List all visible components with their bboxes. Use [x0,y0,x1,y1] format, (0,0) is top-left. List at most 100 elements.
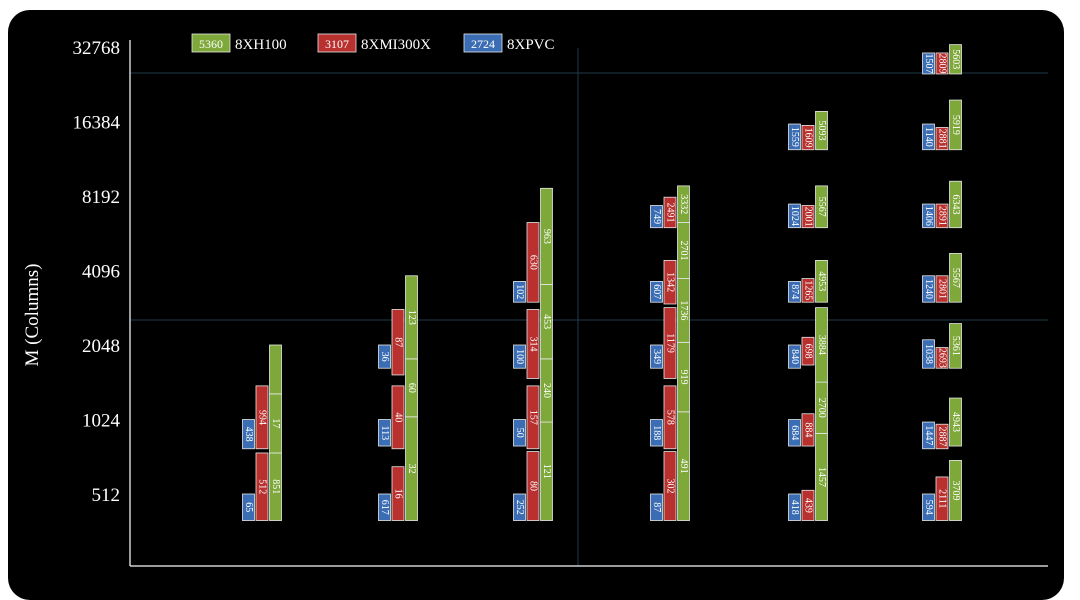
bar-value-label: 6343 [950,194,961,214]
bar-group: 594 1447 1038 1240 1406 1140 1507 2111 2887 2693 2… [922,44,962,521]
bar-group: 418 684 840 874 1024 1559 439 884 698 1265 2001 160… [788,110,828,521]
bar-value-label: 2701 [678,241,689,261]
bar-value-label: 749 [651,209,662,224]
bar-value-label: 594 [923,500,934,515]
bar-segment-h100 [677,185,690,223]
bar-segment-pvc [922,123,935,151]
bar-segment-mi300x [935,275,949,303]
bar-value-label: 578 [665,410,676,425]
y-tick-label: 32768 [73,38,121,59]
bar-value-label: 453 [541,314,552,329]
bar-segment-mi300x [391,385,405,450]
legend-label: 8XMI300X [361,37,431,53]
bar-segment-pvc [788,203,801,229]
bar-value-label: 32 [406,464,417,474]
bar-value-label: 617 [379,500,390,515]
bar-value-label: 102 [514,284,525,299]
bar-segment-pvc [922,493,935,521]
bar-segment-pvc [513,493,526,521]
bar-value-label: 2881 [937,129,948,149]
bar-segment-pvc [513,344,526,369]
bar-segment-h100 [949,397,962,447]
y-tick-label: 8192 [82,187,120,208]
bar-value-label: 188 [651,425,662,440]
bar-value-label: 50 [514,428,525,438]
bar-segment-h100 [949,323,962,369]
legend-label: 8XH100 [235,37,287,53]
bar-value-label: 314 [528,336,539,351]
bar-value-label: 994 [257,410,268,425]
y-tick-label: 4096 [82,262,120,283]
bar-value-label: 240 [541,383,552,398]
bar-value-label: 1406 [923,206,934,226]
bar-segment-h100 [949,99,962,151]
bar-segment-h100 [815,110,828,151]
bar-value-label: 60 [406,383,417,393]
bar-segment-mi300x [526,451,540,521]
bar-value-label: 1559 [789,127,800,147]
bar-value-label: 252 [514,500,525,515]
bar-segment-h100 [949,44,962,75]
chart-panel: 512 1024 2048 4096 8192 16384 32768 M (Columns… [8,10,1064,600]
bar-segment-mi300x [663,451,677,521]
bar-segment-mi300x [391,466,405,521]
bar-segment-pvc [650,419,663,447]
bar-value-label: 5567 [816,197,827,217]
bar-segment-pvc [650,493,663,521]
legend-label: 8XPVC [507,37,555,53]
bar-segment-h100 [949,459,962,521]
chart: 512 1024 2048 4096 8192 16384 32768 M (Columns… [22,33,1048,567]
bar-segment-h100 [815,185,828,229]
bar-segment-pvc [242,493,255,521]
bar-value-label: 5603 [950,49,961,69]
bar-value-label: 123 [406,310,417,325]
bar-segment-h100 [269,344,282,395]
bar-segment-pvc [788,344,801,369]
bar-segment-mi300x [935,347,949,369]
bar-segment-h100 [540,187,553,285]
axes [129,40,1048,567]
y-tick-labels: 512 1024 2048 4096 8192 16384 32768 [73,38,121,506]
bar-segment-h100 [815,259,828,303]
bar-segment-mi300x [801,489,815,521]
bar-segment-pvc [788,123,801,151]
bar-value-label: 16 [393,489,404,499]
bar-segment-mi300x [663,307,677,379]
bar-segment-pvc [650,205,663,229]
bar-value-label: 87 [393,337,404,347]
bar-segment-pvc [513,281,526,303]
bar-value-label: 36 [379,352,390,362]
bar-segment-mi300x [935,423,949,450]
bar-value-label: 1342 [665,272,676,292]
bar-segment-pvc [922,203,935,229]
bar-value-label: 5361 [950,336,961,356]
bar-segment-mi300x [526,309,540,379]
bar-segment-h100 [949,253,962,303]
legend-swatch-mi300x [317,33,357,53]
bar-segment-pvc [650,281,663,303]
bar-group: 252 50 100 102 80 157 314 630 121 240 453 963 [513,187,553,521]
bar-segment-pvc [788,493,801,521]
bar-value-label: 3884 [816,335,827,355]
bar-value-label: 2801 [937,279,948,299]
bar-value-label: 113 [379,425,390,440]
bar-value-label: 1457 [816,467,827,487]
bar-value-label: 963 [541,229,552,244]
bar-value-label: 1736 [678,300,689,320]
bar-segment-pvc [788,419,801,447]
y-tick-label: 1024 [82,411,121,432]
bar-value-label: 512 [257,479,268,494]
bar-segment-mi300x [935,52,949,75]
bar-segment-mi300x [663,259,677,305]
bar-value-label: 1024 [789,206,800,226]
bar-segment-mi300x [801,125,815,151]
bar-segment-mi300x [801,336,815,366]
bar-groups: 65 438 512 994 851 17 617 113 36 16 40 87 32 60 123 252… [242,44,962,521]
bar-segment-pvc [922,339,935,369]
bar-value-label: 1507 [923,53,934,73]
bar-value-label: 87 [651,502,662,512]
bar-value-label: 349 [651,349,662,364]
y-axis-label: M (Columns) [22,264,43,367]
legend-swatch-h100 [191,33,231,53]
bar-value-label: 2809 [937,53,948,73]
